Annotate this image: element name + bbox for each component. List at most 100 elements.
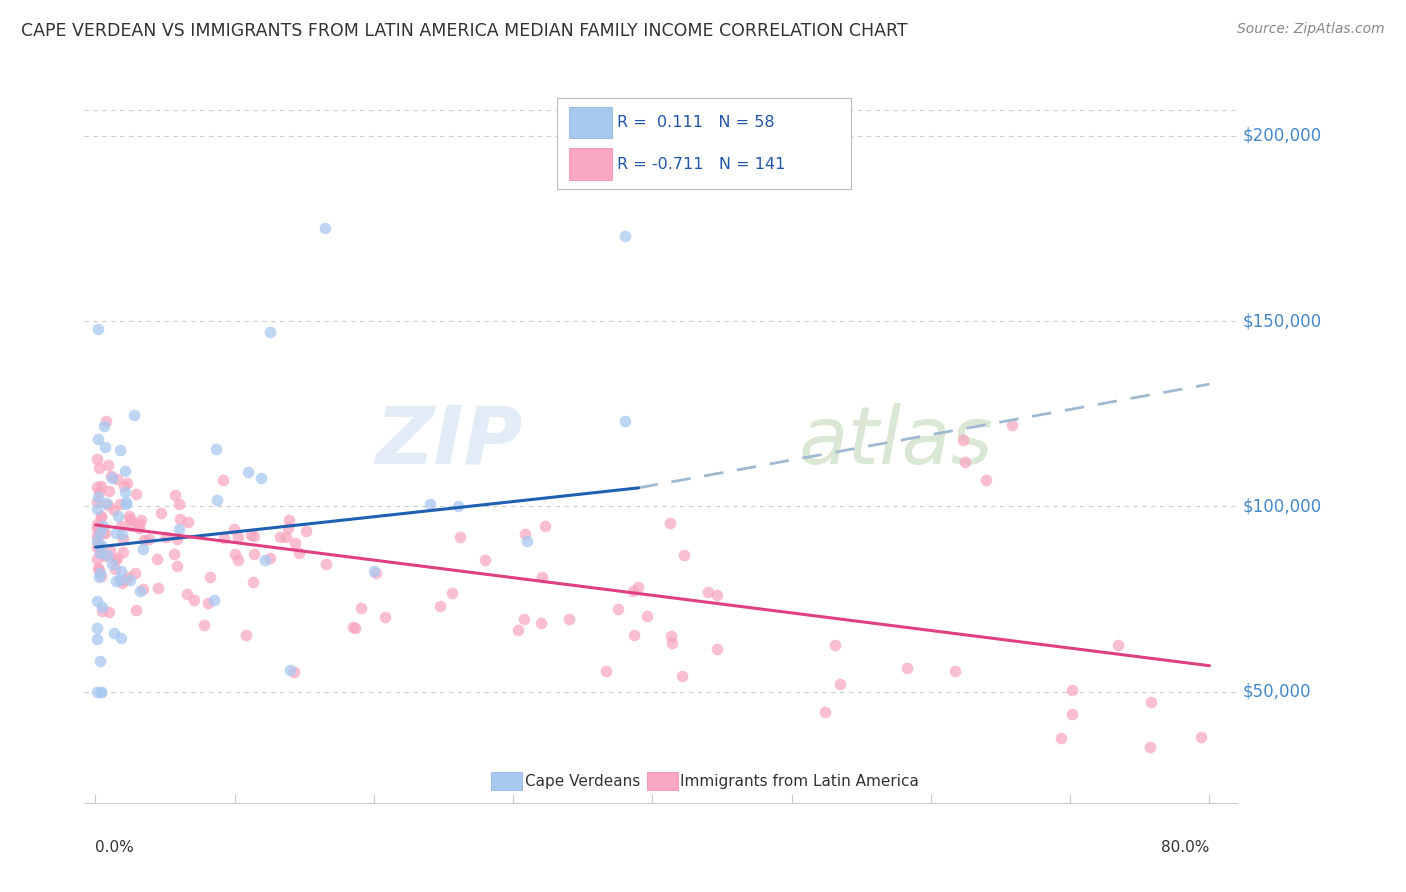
Point [606, 602, 628, 616]
FancyBboxPatch shape [647, 772, 678, 789]
Text: $50,000: $50,000 [1243, 682, 1312, 700]
FancyBboxPatch shape [568, 107, 613, 138]
Point [658, 516, 681, 530]
Point [90, 684, 112, 698]
Point [243, 529, 266, 543]
Point [259, 550, 281, 565]
Point [105, 550, 128, 565]
Point [86, 516, 108, 531]
Point [243, 547, 266, 561]
Point [120, 512, 142, 526]
Point [167, 522, 190, 536]
Point [90, 538, 112, 552]
Point [706, 589, 728, 603]
Point [87, 321, 110, 335]
Point [91, 525, 114, 540]
Point [224, 547, 246, 561]
Point [94, 526, 117, 541]
Point [294, 524, 316, 538]
Point [222, 522, 245, 536]
Point [896, 661, 918, 675]
Point [274, 530, 297, 544]
Point [214, 531, 236, 545]
Point [1001, 417, 1024, 432]
Point [637, 609, 659, 624]
Point [86, 480, 108, 494]
Point [89, 654, 111, 668]
Point [516, 534, 538, 549]
Point [315, 558, 337, 572]
Point [86, 495, 108, 509]
Point [86, 521, 108, 535]
Point [90, 599, 112, 614]
Y-axis label: Median Family Income: Median Family Income [0, 356, 7, 527]
Point [87, 562, 110, 576]
Point [110, 519, 132, 533]
Point [830, 677, 852, 691]
Point [87, 461, 110, 475]
Point [124, 408, 146, 422]
Point [235, 628, 257, 642]
Point [627, 580, 650, 594]
Point [342, 620, 364, 634]
Point [138, 532, 160, 546]
Point [146, 552, 169, 566]
Point [114, 495, 136, 509]
Point [131, 513, 153, 527]
Point [449, 530, 471, 544]
Text: $200,000: $200,000 [1243, 127, 1322, 145]
Point [97, 483, 120, 498]
Point [183, 593, 205, 607]
Point [110, 442, 132, 457]
Point [166, 532, 188, 546]
Point [103, 626, 125, 640]
Point [259, 325, 281, 339]
Point [103, 503, 125, 517]
Point [277, 521, 299, 535]
Point [167, 498, 190, 512]
Point [240, 527, 263, 541]
Point [1139, 740, 1161, 755]
Point [814, 705, 837, 719]
Text: R = -0.711   N = 141: R = -0.711 N = 141 [617, 157, 786, 171]
Point [824, 638, 846, 652]
Point [363, 564, 385, 578]
Point [613, 414, 636, 428]
Point [110, 564, 132, 578]
Point [149, 506, 172, 520]
Point [197, 596, 219, 610]
Point [706, 642, 728, 657]
FancyBboxPatch shape [557, 98, 851, 189]
Point [96, 548, 118, 562]
Point [101, 471, 124, 485]
Point [673, 548, 696, 562]
FancyBboxPatch shape [568, 148, 613, 180]
Point [1049, 731, 1071, 746]
Point [118, 512, 141, 526]
Point [105, 574, 128, 588]
Point [114, 484, 136, 499]
Point [86, 621, 108, 635]
Text: Source: ZipAtlas.com: Source: ZipAtlas.com [1237, 22, 1385, 37]
Point [314, 221, 336, 235]
Point [112, 545, 135, 559]
Point [128, 516, 150, 531]
Point [129, 583, 152, 598]
Point [350, 601, 373, 615]
Point [100, 542, 122, 557]
Point [117, 569, 139, 583]
Point [90, 510, 112, 524]
Point [110, 631, 132, 645]
Point [155, 530, 177, 544]
Point [200, 570, 222, 584]
Point [94, 496, 117, 510]
Point [205, 493, 228, 508]
Point [1140, 696, 1163, 710]
Point [419, 497, 441, 511]
Point [226, 530, 249, 544]
Point [87, 521, 110, 535]
Text: R =  0.111   N = 58: R = 0.111 N = 58 [617, 115, 775, 130]
Point [506, 624, 529, 638]
Text: atlas: atlas [799, 402, 994, 481]
Point [91, 604, 114, 618]
